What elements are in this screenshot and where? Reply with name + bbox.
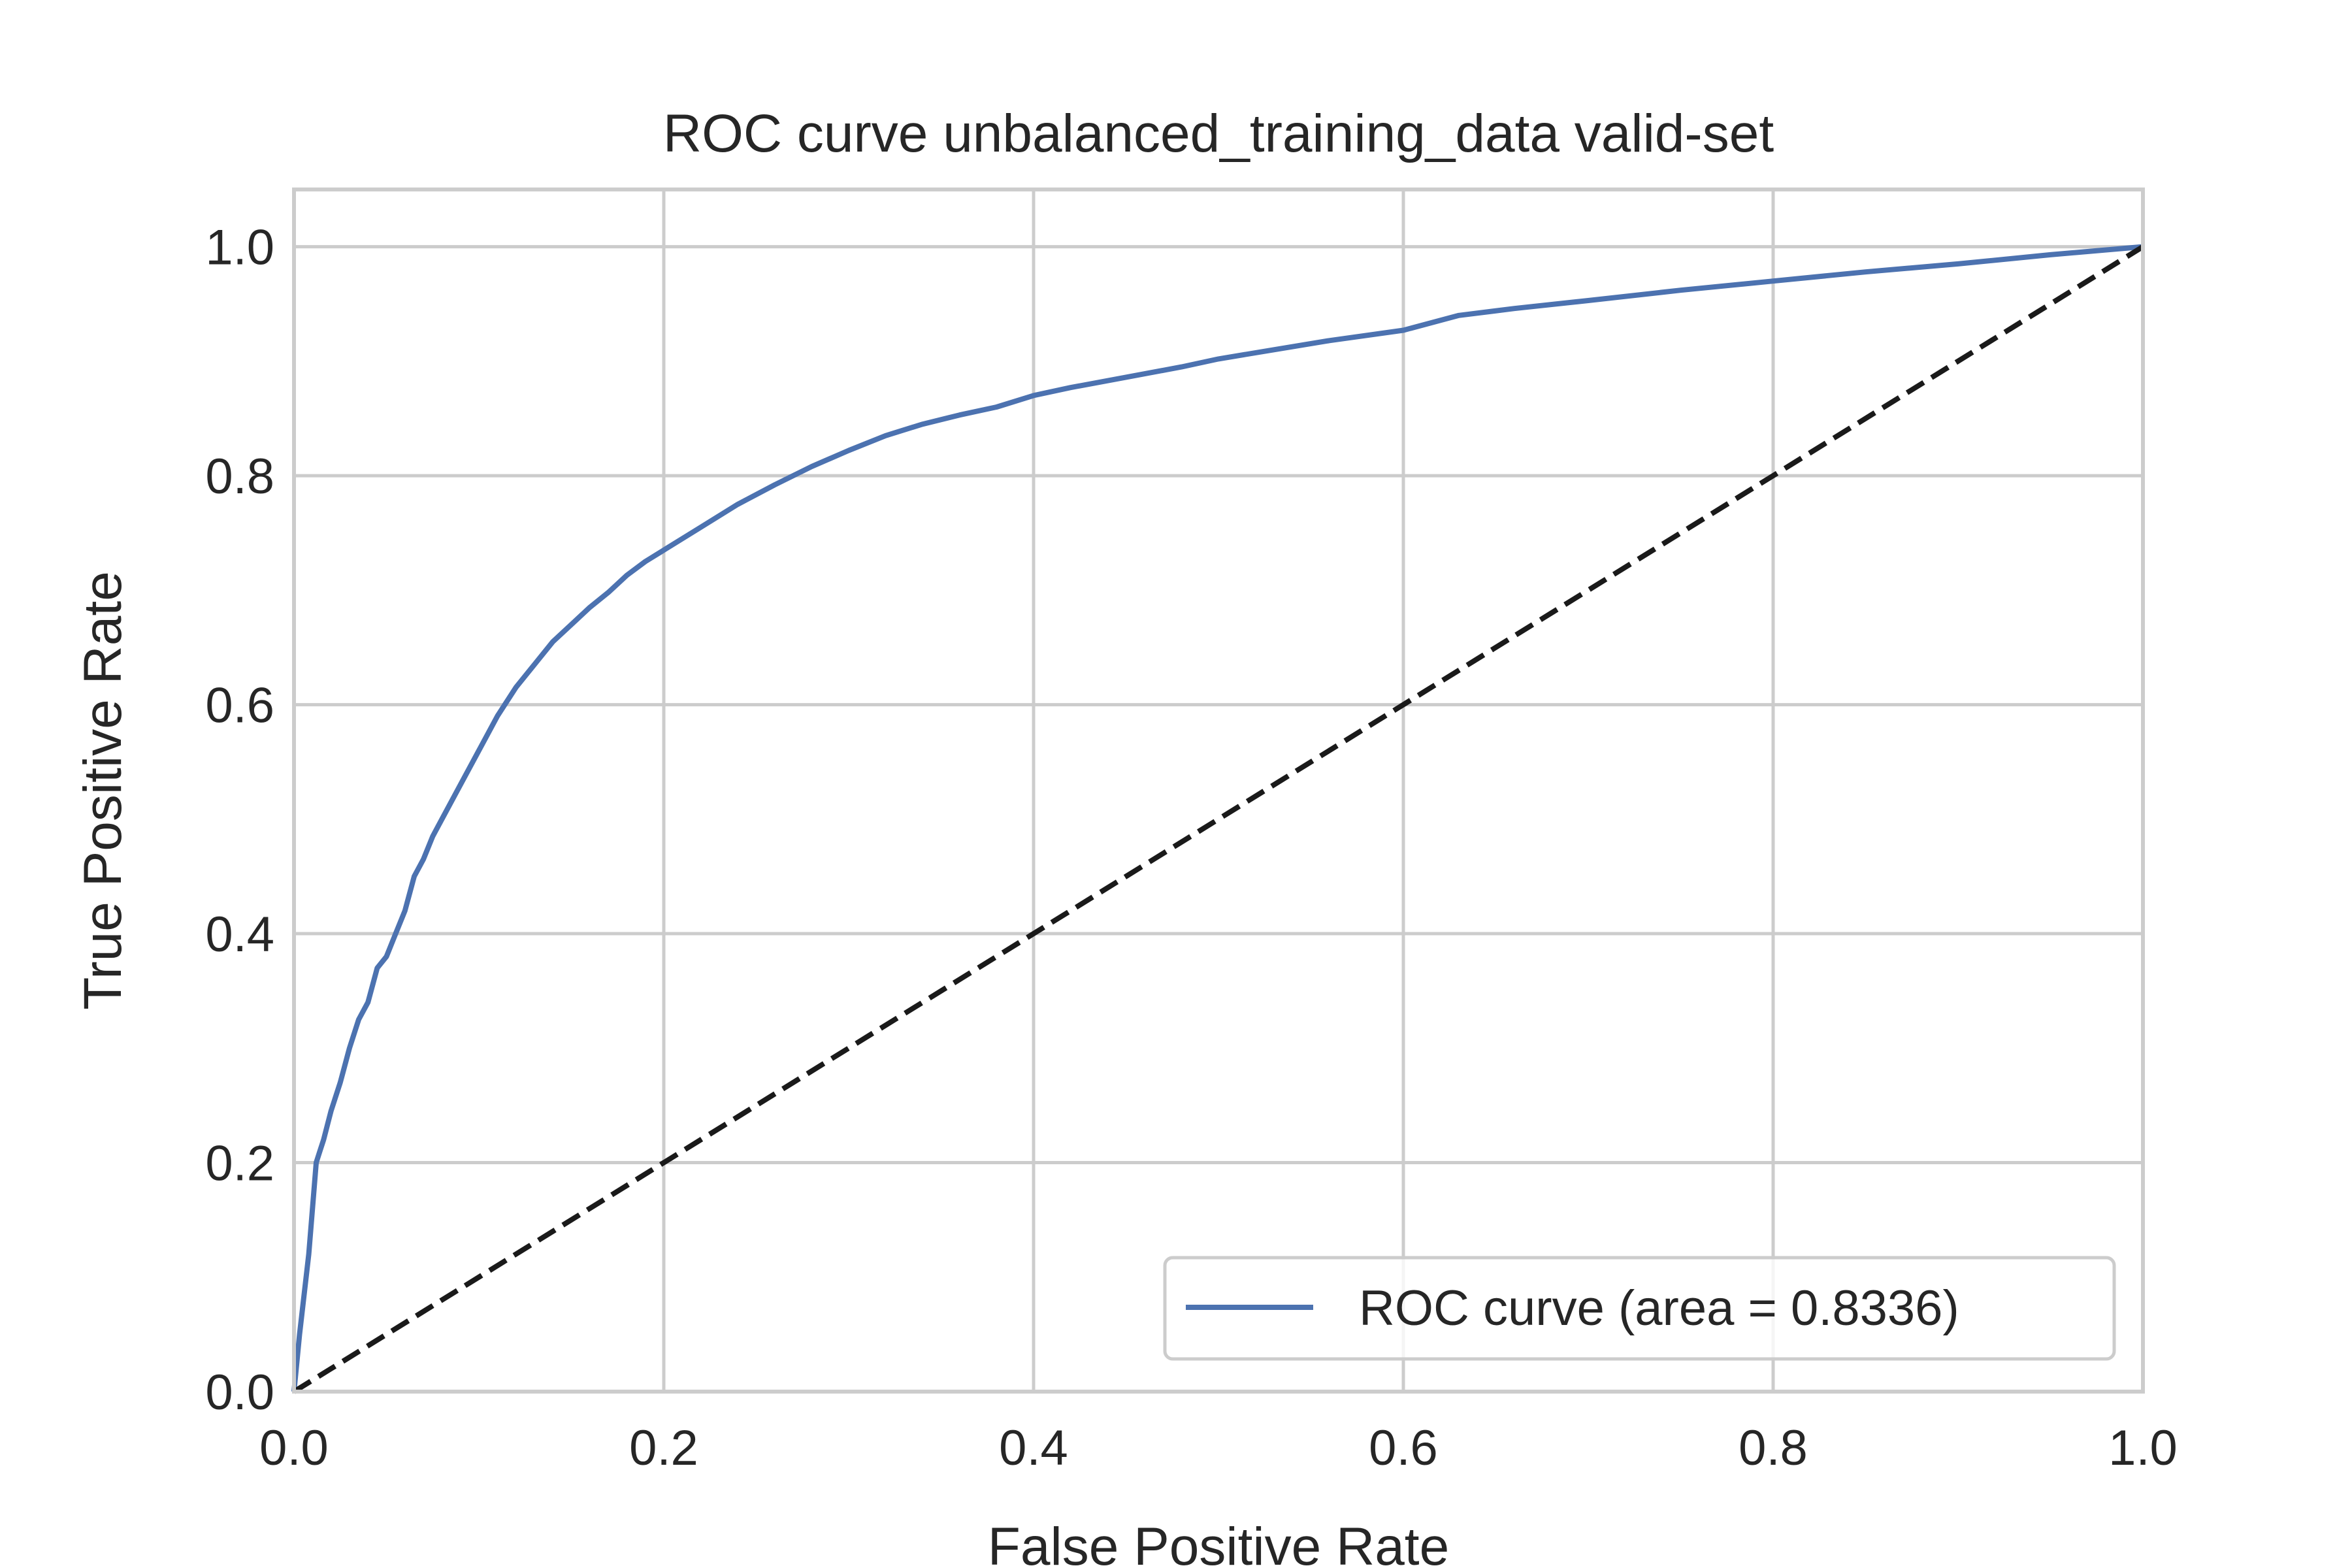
x-tick-label: 0.6 [1369, 1420, 1438, 1476]
x-tick-labels: 0.0 0.2 0.4 0.6 0.8 1.0 [259, 1420, 2178, 1476]
plot-area [294, 189, 2143, 1392]
x-tick-label: 0.2 [629, 1420, 698, 1476]
chart-title: ROC curve unbalanced_training_data valid… [663, 104, 1774, 163]
legend-box [1163, 1256, 2116, 1361]
series-lines [291, 244, 2145, 1394]
x-tick-label: 0.8 [1739, 1420, 1808, 1476]
y-tick-label: 1.0 [205, 220, 274, 276]
y-tick-labels: 0.0 0.2 0.4 0.6 0.8 1.0 [205, 220, 274, 1420]
y-tick-label: 0.4 [205, 907, 274, 962]
y-tick-label: 0.6 [205, 678, 274, 734]
y-tick-label: 0.0 [205, 1365, 274, 1420]
chance-diagonal-line [292, 244, 2145, 1394]
x-tick-label: 1.0 [2108, 1420, 2178, 1476]
x-tick-label: 0.4 [999, 1420, 1068, 1476]
y-tick-label: 0.8 [205, 449, 274, 504]
x-axis-label: False Positive Rate [988, 1517, 1449, 1568]
x-tick-label: 0.0 [259, 1420, 329, 1476]
roc-curve-line [291, 244, 2144, 1392]
y-tick-label: 0.2 [205, 1136, 274, 1192]
y-axis-label: True Positive Rate [73, 571, 133, 1009]
legend-label: ROC curve (area = 0.8336) [1359, 1281, 1959, 1336]
plot-frame [292, 188, 2145, 1394]
legend: ROC curve (area = 0.8336) [1163, 1256, 2116, 1361]
